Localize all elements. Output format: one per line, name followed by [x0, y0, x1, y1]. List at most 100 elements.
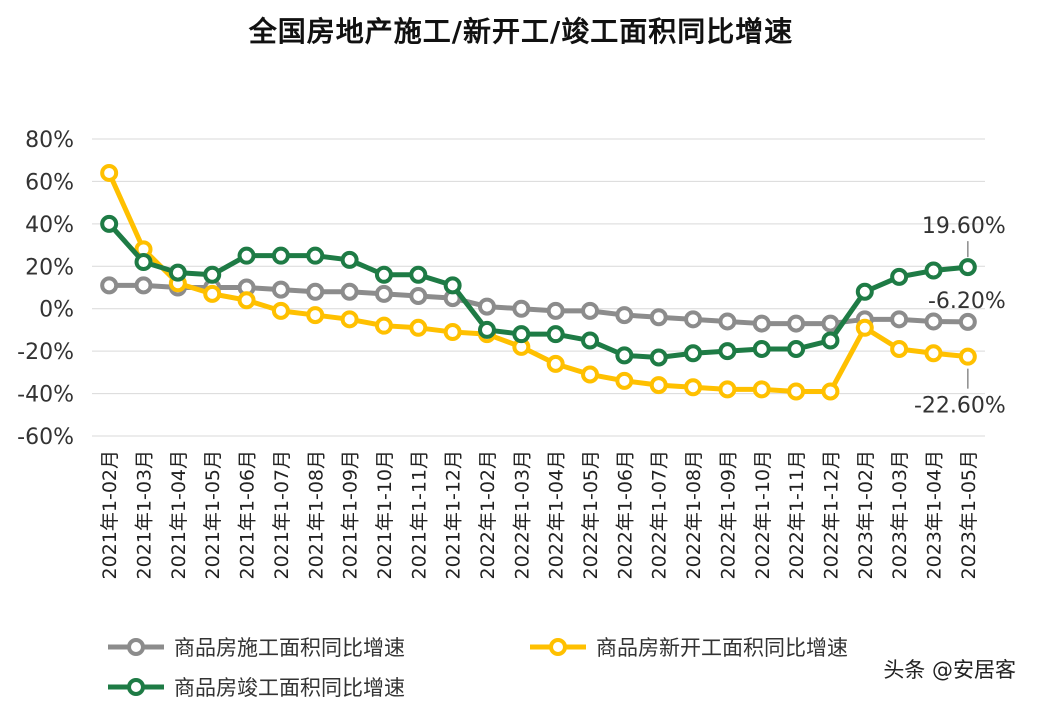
- x-tick-label: 2022年1-08月: [683, 450, 705, 579]
- data-point-newstart: [924, 344, 943, 363]
- data-point-newstart: [855, 318, 874, 337]
- data-point-construction: [271, 280, 290, 299]
- data-point-construction: [649, 308, 668, 327]
- x-tick-label: 2021年1-07月: [271, 450, 293, 579]
- data-point-newstart: [340, 310, 359, 329]
- data-point-completion: [890, 267, 909, 286]
- x-tick-label: 2022年1-03月: [511, 450, 533, 579]
- data-point-completion: [684, 344, 703, 363]
- data-point-construction: [752, 314, 771, 333]
- data-point-newstart: [821, 382, 840, 401]
- chart-title: 全国房地产施工/新开工/竣工面积同比增速: [248, 15, 794, 48]
- data-point-newstart: [374, 316, 393, 335]
- data-point-construction: [340, 282, 359, 301]
- data-point-completion: [409, 265, 428, 284]
- x-tick-label: 2021年1-11月: [408, 450, 430, 579]
- x-tick-label: 2022年1-10月: [752, 450, 774, 579]
- x-tick-label: 2022年1-11月: [786, 450, 808, 579]
- x-tick-label: 2022年1-07月: [649, 450, 671, 579]
- data-point-construction: [306, 282, 325, 301]
- data-point-construction: [684, 310, 703, 329]
- y-tick-label: -60%: [17, 425, 74, 450]
- legend-item-newstart: 商品房新开工面积同比增速: [530, 632, 848, 662]
- legend-item-completion: 商品房竣工面积同比增速: [108, 672, 405, 702]
- data-point-construction: [718, 312, 737, 331]
- legend-marker-newstart: [530, 638, 586, 656]
- legend-label-construction: 商品房施工面积同比增速: [174, 636, 405, 660]
- x-tick-label: 2022年1-06月: [614, 450, 636, 579]
- data-point-newstart: [890, 340, 909, 359]
- series-line-completion: [107, 222, 969, 361]
- x-tick-label: 2022年1-02月: [477, 450, 499, 579]
- data-point-newstart: [958, 347, 977, 366]
- legend-item-construction: 商品房施工面积同比增速: [108, 632, 405, 662]
- data-point-construction: [615, 306, 634, 325]
- data-point-completion: [477, 320, 496, 339]
- x-tick-label: 2023年1-03月: [889, 450, 911, 579]
- data-point-newstart: [100, 163, 119, 182]
- data-point-completion: [203, 265, 222, 284]
- data-point-newstart: [718, 380, 737, 399]
- legend-label-newstart: 商品房新开工面积同比增速: [596, 636, 848, 660]
- data-point-newstart: [443, 323, 462, 342]
- data-point-completion: [924, 261, 943, 280]
- data-point-construction: [924, 312, 943, 331]
- data-point-completion: [855, 282, 874, 301]
- data-point-completion: [615, 346, 634, 365]
- y-tick-label: 0%: [39, 298, 74, 323]
- data-point-construction: [512, 299, 531, 318]
- data-point-completion: [546, 325, 565, 344]
- data-point-newstart: [237, 291, 256, 310]
- data-point-newstart: [203, 284, 222, 303]
- x-tick-label: 2021年1-08月: [305, 450, 327, 579]
- data-point-newstart: [409, 318, 428, 337]
- y-tick-label: 80%: [25, 128, 74, 153]
- data-point-completion: [271, 246, 290, 265]
- y-tick-label: -20%: [17, 340, 74, 365]
- data-point-completion: [718, 342, 737, 361]
- data-point-completion: [512, 325, 531, 344]
- data-point-newstart: [649, 376, 668, 395]
- data-point-newstart: [615, 371, 634, 390]
- data-point-newstart: [684, 378, 703, 397]
- legend-marker-construction: [108, 638, 164, 656]
- x-tick-label: 2021年1-04月: [168, 450, 190, 579]
- x-tick-label: 2021年1-02月: [99, 450, 121, 579]
- x-tick-label: 2023年1-05月: [958, 450, 980, 579]
- data-point-newstart: [271, 301, 290, 320]
- data-point-construction: [958, 312, 977, 331]
- data-point-newstart: [752, 380, 771, 399]
- data-point-construction: [409, 286, 428, 305]
- x-tick-label: 2023年1-02月: [855, 450, 877, 579]
- data-point-completion: [443, 276, 462, 295]
- x-tick-label: 2022年1-05月: [580, 450, 602, 579]
- series-line-construction: [109, 282, 968, 327]
- x-tick-label: 2021年1-06月: [237, 450, 259, 579]
- data-point-construction: [890, 310, 909, 329]
- annotation-construction: -6.20%: [928, 289, 1006, 314]
- data-point-newstart: [546, 354, 565, 373]
- data-point-construction: [546, 301, 565, 320]
- data-point-completion: [581, 331, 600, 350]
- data-point-completion: [306, 246, 325, 265]
- y-tick-label: 40%: [25, 213, 74, 238]
- data-point-construction: [100, 276, 119, 295]
- data-point-completion: [168, 263, 187, 282]
- data-point-completion: [958, 258, 977, 277]
- x-tick-label: 2021年1-09月: [340, 450, 362, 579]
- data-point-newstart: [306, 306, 325, 325]
- data-point-completion: [237, 246, 256, 265]
- data-point-completion: [649, 348, 668, 367]
- y-tick-label: -40%: [17, 383, 74, 408]
- data-point-construction: [821, 314, 840, 333]
- legend-label-completion: 商品房竣工面积同比增速: [174, 676, 405, 700]
- data-point-completion: [787, 340, 806, 359]
- data-point-construction: [787, 314, 806, 333]
- x-tick-label: 2023年1-04月: [923, 450, 945, 579]
- data-point-construction: [134, 276, 153, 295]
- series-line-newstart: [106, 171, 969, 394]
- data-point-completion: [100, 214, 119, 233]
- data-point-construction: [477, 297, 496, 316]
- x-tick-label: 2022年1-04月: [546, 450, 568, 579]
- data-point-completion: [374, 265, 393, 284]
